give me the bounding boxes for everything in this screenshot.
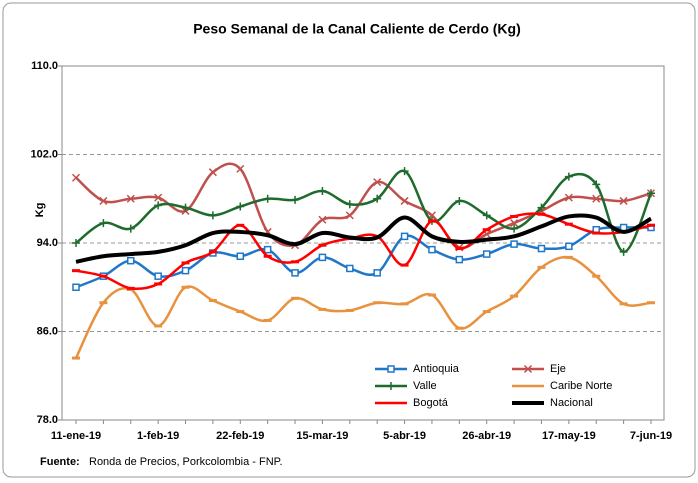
data-point	[346, 264, 354, 273]
data-point	[181, 203, 190, 212]
data-point	[318, 215, 327, 224]
data-point	[236, 164, 245, 173]
chart-title: Peso Semanal de la Canal Caliente de Cer…	[193, 21, 521, 37]
data-point	[345, 200, 354, 209]
series-line	[74, 255, 652, 359]
data-point	[647, 189, 655, 198]
data-point	[127, 256, 135, 265]
series-line	[75, 162, 652, 250]
data-point	[565, 242, 573, 251]
data-point	[318, 253, 327, 262]
data-point	[208, 168, 217, 177]
data-point	[126, 194, 135, 203]
legend-label: Nacional	[550, 397, 593, 409]
x-tick-label: 26-abr-19	[462, 430, 511, 442]
y-tick-label: 78.0	[37, 414, 58, 426]
data-point	[263, 194, 272, 203]
data-point	[208, 211, 217, 220]
data-point	[400, 167, 409, 176]
data-point	[72, 283, 80, 291]
series-line	[75, 226, 652, 289]
data-point	[400, 196, 409, 205]
data-point	[592, 180, 601, 189]
data-point	[537, 203, 546, 212]
legend-label: Antioquia	[413, 363, 460, 375]
legend-label: Eje	[550, 363, 566, 375]
data-point	[510, 224, 519, 233]
data-point	[126, 224, 135, 233]
y-tick-label: 86.0	[37, 325, 58, 337]
data-point	[345, 211, 354, 220]
data-point	[455, 255, 464, 264]
legend: Antioquia Eje Valle Caribe Norte Bogotá Nacio…	[375, 363, 612, 409]
x-tick-label: 5-abr-19	[383, 430, 426, 442]
data-point	[154, 201, 163, 210]
data-point	[482, 211, 491, 220]
y-tick-label: 102.0	[30, 148, 58, 160]
data-point	[510, 240, 518, 248]
data-point	[400, 232, 409, 241]
data-point	[455, 196, 464, 205]
data-point	[428, 245, 436, 254]
data-point	[291, 269, 299, 277]
data-point	[373, 194, 382, 203]
x-tick-label: 17-may-19	[542, 430, 596, 442]
data-point	[482, 250, 491, 258]
legend-label: Valle	[413, 380, 437, 392]
series-line	[75, 213, 652, 264]
x-tick-label: 11-ene-19	[51, 430, 101, 442]
x-tick-label: 22-feb-19	[216, 430, 264, 442]
data-point	[236, 252, 245, 261]
source: Ronda de Precios, Porkcolombia - FNP.	[89, 456, 283, 468]
data-point	[181, 266, 190, 275]
x-tick-label: 1-feb-19	[137, 430, 179, 442]
data-point	[154, 193, 163, 202]
series-line	[75, 212, 652, 291]
data-point	[619, 247, 628, 256]
data-point	[291, 195, 300, 204]
legend-label: Caribe Norte	[550, 380, 612, 392]
data-point	[373, 178, 382, 187]
data-point	[99, 196, 108, 205]
data-point	[564, 172, 573, 181]
data-point	[71, 173, 81, 182]
y-tick-label: 94.0	[37, 237, 58, 249]
data-point	[318, 187, 327, 196]
data-point	[236, 202, 245, 211]
data-point	[510, 219, 519, 228]
data-point	[592, 194, 601, 203]
series-line	[75, 169, 653, 254]
data-point	[72, 239, 80, 247]
data-point	[263, 245, 272, 254]
data-point	[373, 269, 381, 277]
legend-label: Bogotá	[413, 397, 449, 409]
data-point	[154, 272, 162, 280]
y-axis-label: Kg	[34, 203, 46, 218]
data-point	[619, 196, 628, 205]
legend-marker	[387, 382, 395, 390]
data-point	[99, 219, 108, 228]
source-label: Fuente:	[40, 456, 80, 468]
legend-marker	[387, 365, 395, 373]
data-point	[537, 244, 546, 253]
y-tick-label: 110.0	[31, 60, 58, 72]
legend-marker	[523, 364, 533, 374]
data-point	[564, 193, 573, 202]
x-tick-label: 7-jun-19	[630, 430, 672, 442]
x-tick-label: 15-mar-19	[296, 430, 348, 442]
